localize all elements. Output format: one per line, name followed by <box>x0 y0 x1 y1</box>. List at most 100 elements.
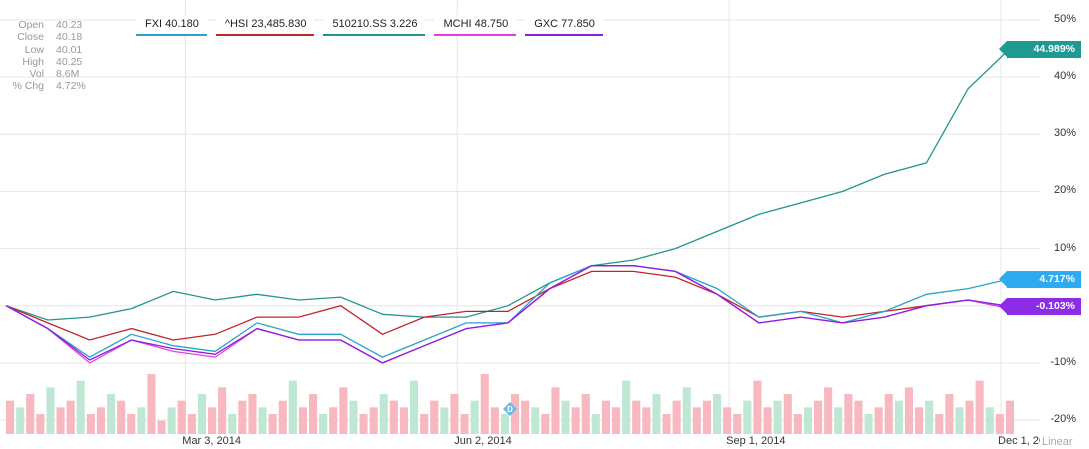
volume-bar <box>288 380 297 434</box>
volume-bar <box>975 380 984 434</box>
volume-bar <box>824 387 833 434</box>
marker-letter: D <box>507 405 513 414</box>
volume-bar <box>763 407 772 434</box>
volume-bar <box>844 394 853 434</box>
volume-bar <box>6 400 15 434</box>
volume-bar <box>440 407 449 434</box>
volume-bar <box>117 400 126 434</box>
volume-bar <box>309 394 318 434</box>
volume-bar <box>521 400 530 434</box>
volume-bar <box>167 407 176 434</box>
last-value-tag-gxc: -0.103% <box>999 298 1081 316</box>
stat-row: % Chg 4.72% <box>2 80 85 93</box>
stat-value: 40.18 <box>56 31 83 44</box>
stat-value: 40.01 <box>56 43 83 56</box>
volume-bar <box>561 400 570 434</box>
ohlc-stats-panel: Open 40.23 Close 40.18 Low 40.01 High 40.25 … <box>2 19 86 93</box>
volume-bar <box>379 394 388 434</box>
legend-item-fxi[interactable]: FXI 40.180 <box>136 15 207 36</box>
x-tick-label: Jun 2, 2014 <box>454 435 512 447</box>
volume-bar <box>137 407 146 434</box>
volume-bar <box>187 414 196 434</box>
volume-bar <box>500 414 509 434</box>
volume-bar <box>248 394 257 434</box>
legend-item-510210[interactable]: 510210.SS 3.226 <box>323 15 426 36</box>
volume-bar <box>753 380 762 434</box>
volume-bar <box>995 414 1004 434</box>
volume-bar <box>551 387 560 434</box>
volume-bar <box>864 414 873 434</box>
series-line-510210ss <box>5 48 1011 321</box>
volume-bar <box>541 414 550 434</box>
volume-bar <box>894 400 903 434</box>
series-line-hsi <box>5 270 1011 341</box>
volume-bar <box>723 407 732 434</box>
stat-row: Close 40.18 <box>2 31 86 43</box>
stat-label: % Chg <box>12 80 44 93</box>
volume-bar <box>177 400 186 434</box>
volume-bar <box>430 400 439 434</box>
volume-bar <box>793 414 802 434</box>
stat-label: Open <box>18 19 44 31</box>
volume-bar <box>854 400 863 434</box>
volume-bar <box>733 414 742 434</box>
y-tick-label: -20% <box>1050 413 1076 425</box>
stat-row: Vol 8.6M <box>2 68 86 80</box>
stat-value: 40.23 <box>56 19 83 31</box>
volume-bar <box>632 400 641 434</box>
series-lines <box>5 48 1011 364</box>
volume-bar <box>278 400 287 434</box>
volume-bar <box>147 374 156 434</box>
volume-bar <box>197 394 206 434</box>
y-tick-label: 30% <box>1053 127 1076 140</box>
volume-bar <box>965 400 974 434</box>
volume-bar <box>238 400 247 434</box>
volume-bar <box>76 380 85 434</box>
volume-bar <box>904 387 913 434</box>
legend-item-gxc[interactable]: GXC 77.850 <box>525 15 603 36</box>
stat-row: Low 40.01 <box>2 44 86 56</box>
stat-label: High <box>22 55 44 68</box>
volume-bar <box>470 400 479 434</box>
volume-bar <box>571 407 580 434</box>
volume-bar <box>834 407 843 434</box>
volume-bar <box>531 407 540 434</box>
volume-bar <box>420 414 429 434</box>
x-tick-label: Mar 3, 2014 <box>182 435 241 447</box>
volume-bar <box>622 380 631 434</box>
volume-bar <box>46 387 55 434</box>
volume-bar <box>692 407 701 434</box>
volume-bar <box>86 414 95 434</box>
volume-bar <box>157 420 166 434</box>
volume-bars <box>6 374 1014 434</box>
volume-bar <box>389 400 398 434</box>
scale-mode-label[interactable]: Linear <box>1040 436 1073 448</box>
volume-bar <box>96 407 105 434</box>
volume-bar <box>218 387 227 434</box>
volume-bar <box>591 414 600 434</box>
volume-bar <box>662 414 671 434</box>
volume-bar <box>642 407 651 434</box>
volume-bar <box>773 400 782 434</box>
volume-bar <box>319 414 328 434</box>
legend-item-hsi[interactable]: ^HSI 23,485.830 <box>215 15 315 36</box>
y-tick-label: 10% <box>1053 241 1076 254</box>
legend-item-mchi[interactable]: MCHI 48.750 <box>434 15 517 36</box>
stat-label: Close <box>17 31 44 44</box>
volume-bar <box>985 407 994 434</box>
volume-bar <box>814 400 823 434</box>
volume-bar <box>1005 400 1014 434</box>
volume-bar <box>258 407 267 434</box>
dividend-marker-icon[interactable]: D <box>503 402 517 416</box>
volume-bar <box>349 400 358 434</box>
stat-value: 40.25 <box>56 55 83 68</box>
volume-bar <box>803 407 812 434</box>
stat-value: 8.6M <box>56 68 80 81</box>
series-line-gxc <box>5 265 1011 364</box>
volume-bar <box>702 400 711 434</box>
volume-bar <box>36 414 45 434</box>
volume-bar <box>26 394 35 434</box>
volume-bar <box>268 414 277 434</box>
volume-bar <box>369 407 378 434</box>
